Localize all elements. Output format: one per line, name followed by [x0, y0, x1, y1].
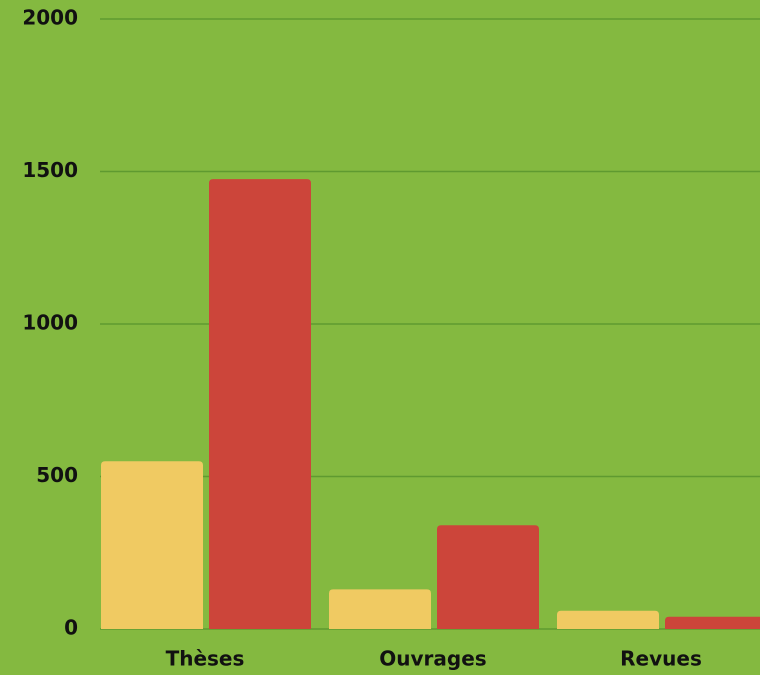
y-tick-label: 500 — [36, 463, 78, 487]
y-tick-label: 2000 — [22, 6, 78, 30]
bar — [209, 179, 311, 629]
bar — [101, 461, 203, 629]
x-tick-label: Thèses — [166, 647, 245, 671]
bar — [557, 610, 659, 629]
bar — [665, 616, 760, 629]
y-tick-label: 0 — [64, 616, 78, 640]
y-tick-label: 1500 — [22, 158, 78, 182]
x-tick-label: Revues — [620, 647, 702, 671]
bar — [329, 589, 431, 629]
y-tick-label: 1000 — [22, 311, 78, 335]
bar — [437, 525, 539, 629]
x-tick-label: Ouvrages — [379, 647, 486, 671]
